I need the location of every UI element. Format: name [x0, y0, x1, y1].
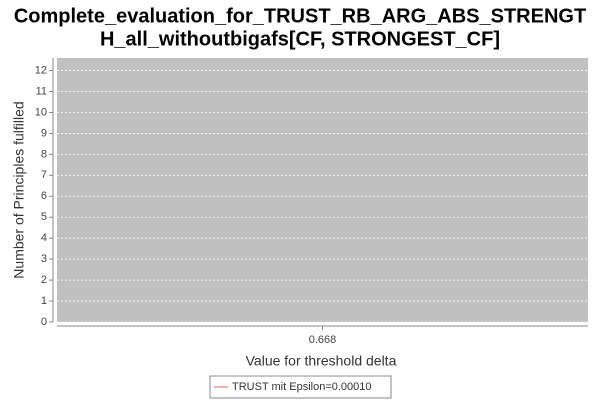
y-tick-label: 10 [35, 106, 47, 118]
y-tick-label: 9 [41, 127, 47, 139]
y-axis-label: Number of Principles fulfilled [11, 101, 27, 278]
y-tick-label: 8 [41, 148, 47, 160]
y-tick-label: 3 [41, 253, 47, 265]
y-tick-label: 12 [35, 64, 47, 76]
y-tick-label: 0 [41, 316, 47, 328]
y-tick-label: 2 [41, 274, 47, 286]
y-tick-label: 11 [36, 85, 47, 97]
chart-title: H_all_withoutbigafs[CF, STRONGEST_CF] [100, 28, 500, 50]
legend-label: TRUST mit Epsilon=0.00010 [232, 381, 372, 393]
y-tick-label: 5 [41, 211, 47, 223]
y-tick-label: 6 [41, 190, 47, 202]
x-tick-label: 0.668 [309, 334, 337, 346]
chart-title: Complete_evaluation_for_TRUST_RB_ARG_ABS… [14, 5, 586, 27]
y-tick-label: 7 [41, 169, 47, 181]
plot-area [57, 58, 588, 322]
y-tick-label: 4 [41, 232, 47, 244]
x-axis-label: Value for threshold delta [246, 353, 397, 369]
legend-box [209, 375, 392, 399]
y-tick-label: 1 [41, 295, 47, 307]
